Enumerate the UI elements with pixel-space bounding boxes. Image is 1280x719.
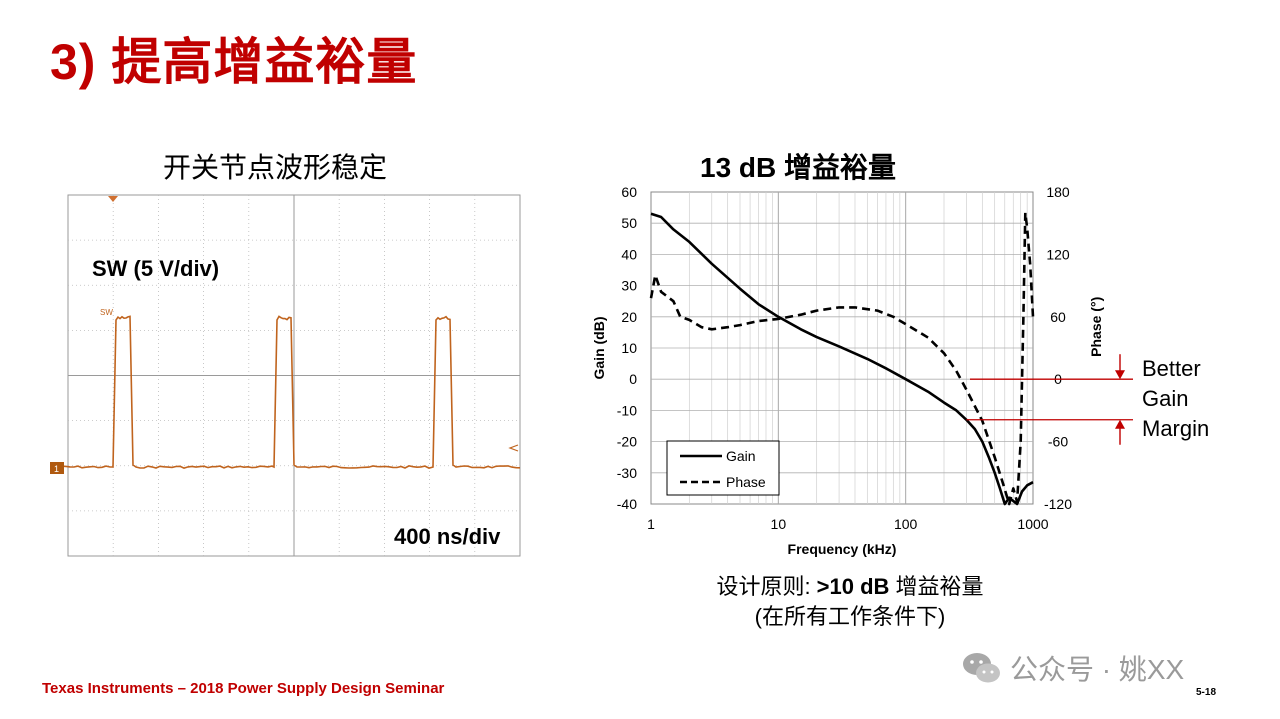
phase-curve xyxy=(649,211,1035,506)
bode-plot: 1 10 100 10006050403020100-10-20-30-4018012… xyxy=(591,184,1209,557)
legend-box xyxy=(666,440,780,496)
watermark-text: 公众号 · 姚XX xyxy=(1010,654,1185,685)
trace-tag: SW xyxy=(100,308,113,317)
channel-1-marker-label: 1 xyxy=(54,464,59,474)
legend: Gain Phase xyxy=(666,440,780,496)
scope-panel-title: 开关节点波形稳定 xyxy=(163,152,388,183)
design-rule-line-1: 设计原则: >10 dB 增益裕量 xyxy=(695,572,1005,602)
y-right-tick-label: -120 xyxy=(1044,496,1072,512)
page-number: 5-18 xyxy=(1196,687,1217,698)
design-rule: 设计原则: >10 dB 增益裕量 (在所有工作条件下) xyxy=(695,572,1005,632)
trigger-level-arrow-icon xyxy=(508,444,519,452)
y-right-tick-label: 180 xyxy=(1046,184,1070,200)
up-arrow-icon xyxy=(1115,419,1125,429)
y-right-tick-label: 60 xyxy=(1050,309,1066,325)
legend-gain-label: Gain xyxy=(726,448,756,464)
design-rule-suffix: 增益裕量 xyxy=(889,574,984,599)
y-left-tick-label: 60 xyxy=(621,184,637,200)
y-left-tick-label: 20 xyxy=(621,309,637,325)
bode-panel-title: 13 dB 增益裕量 xyxy=(700,152,897,183)
design-rule-threshold: >10 dB xyxy=(816,574,890,599)
bode-tick-labels: 1 10 100 10006050403020100-10-20-30-4018012… xyxy=(617,184,1072,532)
gain-margin-annotation xyxy=(966,354,1133,445)
legend-phase-label: Phase xyxy=(726,474,766,490)
annotation-gain: Gain xyxy=(1142,386,1188,411)
x-tick-label: 1000 xyxy=(1017,516,1048,532)
design-rule-prefix: 设计原则: xyxy=(716,574,817,599)
y-axis-right-label: Phase (°) xyxy=(1088,297,1104,357)
slide-title: 3) 提高增益裕量 xyxy=(50,34,418,90)
annotation-better: Better xyxy=(1142,356,1201,381)
bode-series xyxy=(649,211,1035,506)
y-left-tick-label: -30 xyxy=(617,465,637,481)
wechat-icon xyxy=(963,653,1000,683)
footer-text: Texas Instruments – 2018 Power Supply De… xyxy=(42,680,445,697)
y-left-tick-label: 40 xyxy=(621,246,637,262)
oscilloscope-screen: 1 SW SW (5 V/div) 400 ns/div xyxy=(50,194,521,557)
annotation-margin: Margin xyxy=(1142,416,1209,441)
y-left-tick-label: -40 xyxy=(617,496,637,512)
watermark: 公众号 · 姚XX xyxy=(962,648,1184,688)
x-tick-label: 1 xyxy=(647,516,655,532)
gain-curve xyxy=(650,212,1034,506)
design-rule-line-2: (在所有工作条件下) xyxy=(754,604,946,629)
y-right-tick-label: -60 xyxy=(1048,434,1068,450)
x-tick-label: 10 xyxy=(771,516,787,532)
scope-grid xyxy=(67,194,521,557)
channel-scale-label: SW (5 V/div) xyxy=(92,256,219,281)
channel-1-marker xyxy=(50,462,64,474)
y-left-tick-label: 50 xyxy=(621,215,637,231)
sw-waveform xyxy=(50,315,521,469)
x-axis-label: Frequency (kHz) xyxy=(788,541,897,557)
y-left-tick-label: 30 xyxy=(621,278,637,294)
y-left-tick-label: 0 xyxy=(629,371,637,387)
y-axis-left-label: Gain (dB) xyxy=(591,317,607,380)
trigger-position-icon xyxy=(108,196,118,202)
y-right-tick-label: 120 xyxy=(1046,246,1070,262)
y-left-tick-label: -10 xyxy=(617,402,637,418)
timebase-label: 400 ns/div xyxy=(394,524,501,549)
x-tick-label: 100 xyxy=(894,516,918,532)
down-arrow-icon xyxy=(1115,370,1125,380)
y-left-tick-label: -20 xyxy=(617,434,637,450)
y-left-tick-label: 10 xyxy=(621,340,637,356)
